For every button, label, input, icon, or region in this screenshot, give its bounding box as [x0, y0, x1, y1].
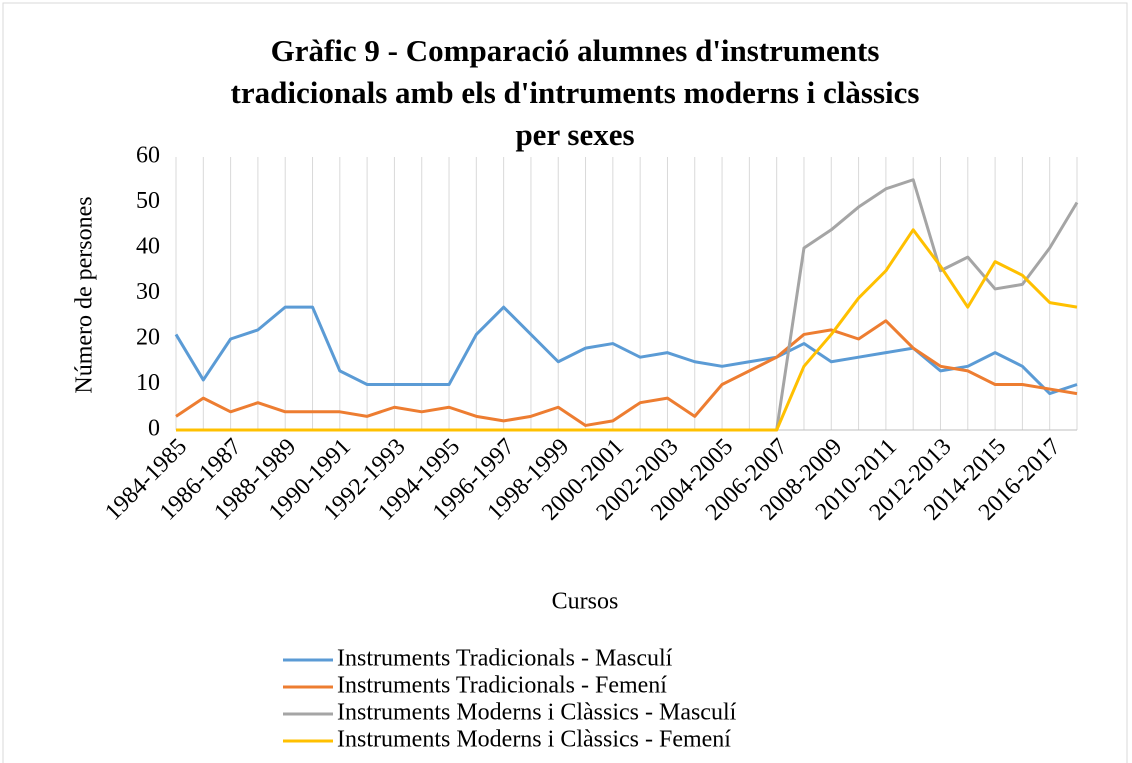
y-tick-label: 30: [136, 279, 160, 305]
series-line: [176, 228, 1078, 432]
series-line: [174, 305, 1078, 396]
y-tick-label: 40: [136, 234, 160, 260]
y-tick-label: 60: [136, 143, 160, 169]
series-line: [176, 178, 1079, 432]
y-tick-label: 20: [136, 325, 160, 351]
y-axis-title: Número de persones: [72, 196, 98, 393]
chart-title: Gràfic 9 - Comparació alumnes d'instrume…: [230, 33, 920, 152]
y-tick-label: 0: [148, 416, 160, 442]
legend-label: Instruments Tradicionals - Masculí: [337, 646, 673, 672]
series-line: [175, 319, 1078, 427]
y-tick-label: 10: [136, 370, 160, 396]
x-axis-title: Cursos: [552, 589, 619, 615]
legend-label: Instruments Moderns i Clàssics - Femení: [337, 727, 731, 753]
legend-label: Instruments Moderns i Clàssics - Masculí: [337, 700, 737, 726]
legend-label: Instruments Tradicionals - Femení: [337, 673, 667, 699]
y-tick-label: 50: [136, 188, 160, 214]
